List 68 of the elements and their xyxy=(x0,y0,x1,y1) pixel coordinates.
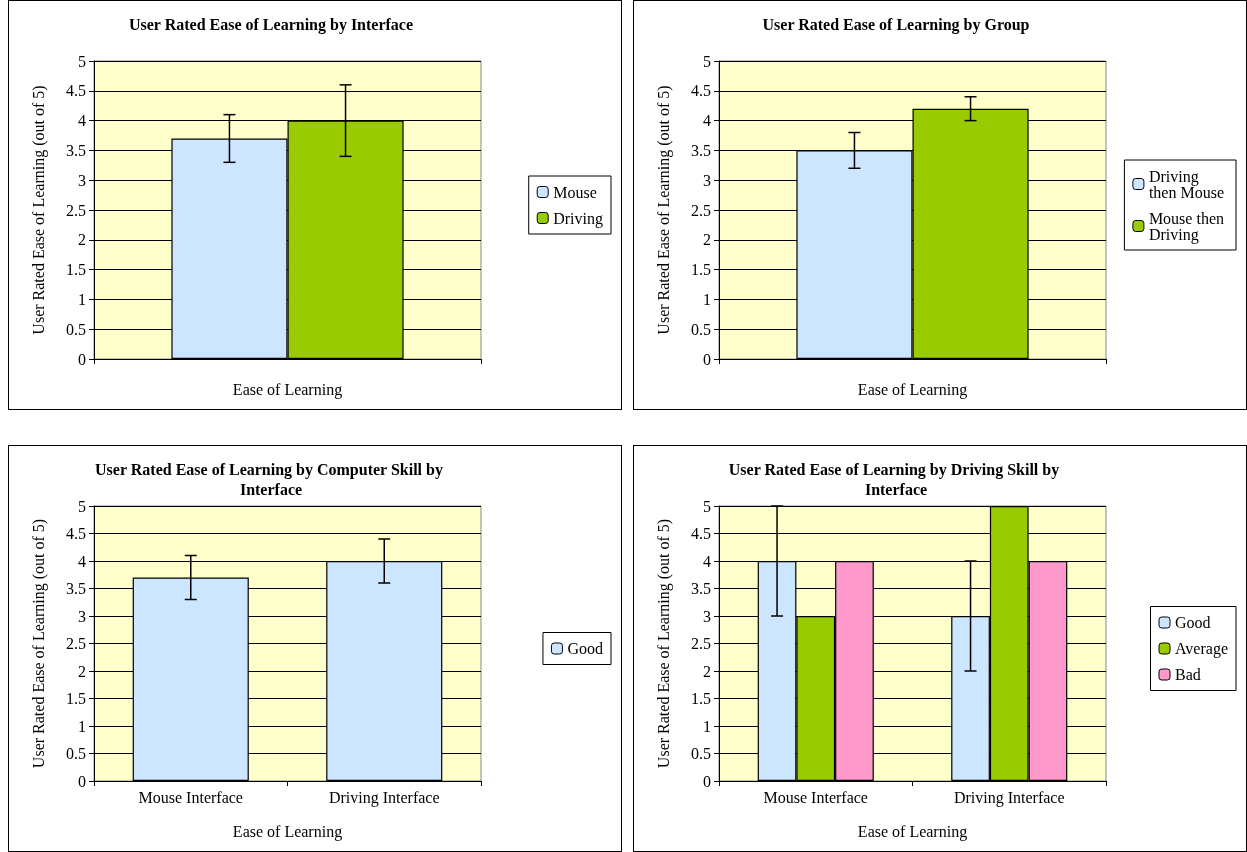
x-axis-title: Ease of Learning xyxy=(857,822,968,841)
y-tick-label: 2.5 xyxy=(691,201,711,219)
y-tick-label: 1.5 xyxy=(691,261,711,279)
y-tick-label: 1 xyxy=(703,290,711,308)
y-tick-label: 2 xyxy=(703,662,711,680)
y-tick-label: 5 xyxy=(703,52,711,70)
chart-title: User Rated Ease of Learning by Interface xyxy=(128,15,414,34)
y-tick-label: 2 xyxy=(703,231,711,249)
y-tick-label: 0 xyxy=(78,350,86,368)
y-tick-label: 5 xyxy=(78,52,86,70)
y-tick-label: 5 xyxy=(78,497,86,515)
y-tick-label: 0.5 xyxy=(691,320,711,338)
y-tick-label: 3.5 xyxy=(691,141,711,159)
y-tick-label: 4 xyxy=(78,552,86,570)
y-tick-label: 3 xyxy=(78,607,86,625)
y-tick-label: 3.5 xyxy=(66,141,86,159)
y-tick-label: 0.5 xyxy=(691,745,711,762)
y-tick-label: 5 xyxy=(703,497,711,515)
y-tick-label: 3 xyxy=(703,171,711,189)
y-tick-label: 3.5 xyxy=(66,580,86,597)
y-tick-label: 4 xyxy=(703,112,711,130)
y-tick-label: 4.5 xyxy=(691,82,711,100)
y-tick-label: 0 xyxy=(703,350,711,368)
y-tick-label: 0.5 xyxy=(66,320,86,338)
y-axis-title: User Rated Ease of Learning (out of 5) xyxy=(29,518,48,769)
y-tick-label: 1.5 xyxy=(66,690,86,707)
y-tick-label: 0 xyxy=(78,772,86,790)
y-tick-label: 3 xyxy=(703,607,711,625)
y-tick-label: 2.5 xyxy=(66,201,86,219)
y-tick-label: 4 xyxy=(703,552,711,570)
y-tick-label: 1.5 xyxy=(66,261,86,279)
legend-label: Driving then Mouse xyxy=(1148,167,1225,201)
y-tick-label: 4.5 xyxy=(691,525,711,542)
y-axis-title: User Rated Ease of Learning (out of 5) xyxy=(654,518,673,769)
legend-label: Good xyxy=(1175,614,1211,631)
y-tick-label: 4.5 xyxy=(66,82,86,100)
x-tick-label: Driving Interface xyxy=(328,788,440,807)
legend-label: Bad xyxy=(1175,666,1201,683)
legend-label: Mouse then Driving xyxy=(1148,209,1229,244)
y-tick-label: 2.5 xyxy=(66,635,86,652)
x-axis-title: Ease of Learning xyxy=(232,380,343,399)
x-axis-title: Ease of Learning xyxy=(857,380,968,399)
chart-title: User Rated Ease of Learning by Group xyxy=(762,15,1030,34)
y-tick-label: 3.5 xyxy=(691,580,711,597)
y-tick-label: 3 xyxy=(78,171,86,189)
y-axis-title: User Rated Ease of Learning (out of 5) xyxy=(29,85,48,335)
x-axis-title: Ease of Learning xyxy=(232,822,343,841)
y-tick-label: 2 xyxy=(78,231,86,249)
x-tick-label: Driving Interface xyxy=(953,788,1065,807)
y-tick-label: 1 xyxy=(78,717,86,735)
y-tick-label: 1 xyxy=(78,290,86,308)
x-tick-label: Mouse Interface xyxy=(763,788,868,806)
y-tick-label: 4.5 xyxy=(66,525,86,542)
chart-title: User Rated Ease of Learning by Computer Skill by Interface xyxy=(95,460,447,498)
chart-title: User Rated Ease of Learning by Driving Skill by Interface xyxy=(728,460,1064,498)
y-tick-label: 0.5 xyxy=(66,745,86,762)
y-tick-label: 0 xyxy=(703,772,711,790)
legend-label: Average xyxy=(1175,640,1228,658)
x-tick-label: Mouse Interface xyxy=(138,788,243,806)
y-tick-label: 1.5 xyxy=(691,690,711,707)
y-axis-title: User Rated Ease of Learning (out of 5) xyxy=(654,85,673,335)
legend-label: Good xyxy=(567,640,604,657)
y-tick-label: 1 xyxy=(703,717,711,735)
y-tick-label: 2 xyxy=(78,662,86,680)
y-tick-label: 4 xyxy=(78,112,86,130)
y-tick-label: 2.5 xyxy=(691,635,711,652)
legend-label: Mouse xyxy=(553,183,597,201)
legend-label: Driving xyxy=(553,209,604,228)
